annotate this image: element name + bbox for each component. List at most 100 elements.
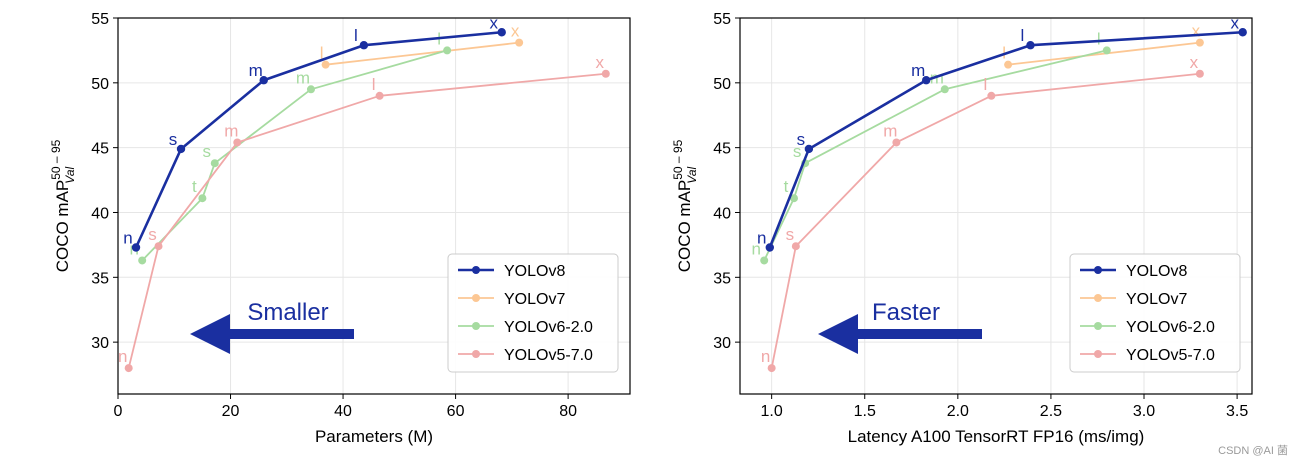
legend-swatch-marker — [472, 322, 480, 330]
point-label: x — [1230, 13, 1239, 32]
series-line-yolov6-2.0 — [141, 49, 448, 262]
point-label: m — [249, 61, 263, 80]
y-axis-label-sup: 50 – 95 — [671, 139, 685, 179]
y-tick-label: 45 — [91, 141, 109, 158]
data-point — [765, 243, 774, 252]
y-tick-label: 40 — [713, 205, 731, 222]
watermark-text: CSDN @AI 菌 — [1218, 445, 1288, 457]
x-tick-label: 1.5 — [854, 403, 876, 420]
data-point — [804, 144, 814, 154]
point-label: t — [784, 177, 789, 196]
data-point — [987, 91, 996, 100]
y-tick-label: 50 — [713, 76, 731, 93]
point-label: t — [192, 177, 197, 196]
point-label: l — [354, 26, 358, 45]
y-axis-label-sup: 50 – 95 — [49, 139, 63, 179]
point-label: s — [797, 130, 806, 149]
arrow-label: Faster — [872, 299, 940, 326]
point-label: l — [1021, 26, 1025, 45]
point-label: s — [148, 225, 157, 244]
x-tick-label: 2.0 — [947, 403, 969, 420]
point-label: s — [786, 225, 795, 244]
series-line-yolov7 — [325, 41, 520, 66]
data-point — [210, 159, 219, 168]
legend-entry: YOLOv8 — [504, 263, 565, 280]
point-label: s — [203, 142, 212, 161]
data-point — [306, 85, 315, 94]
chart-latency-vs-map: 1.0 1.5 2.0 2.5 3.0 3.5 30 35 40 45 50 55 Latency A1… — [671, 11, 1253, 446]
data-point — [1238, 28, 1247, 37]
data-point — [1102, 46, 1111, 55]
data-point — [789, 194, 798, 203]
legend-entry: YOLOv7 — [1126, 291, 1187, 308]
legend-entry: YOLOv8 — [1126, 263, 1187, 280]
data-point — [124, 364, 133, 373]
x-axis-label: Latency A100 TensorRT FP16 (ms/img) — [848, 427, 1145, 446]
legend-entry: YOLOv6-2.0 — [504, 319, 593, 336]
point-label: x — [1192, 22, 1201, 41]
x-tick-label: 60 — [447, 403, 465, 420]
direction-arrow — [818, 314, 982, 354]
data-point — [921, 76, 931, 85]
legend-entry: YOLOv5-7.0 — [504, 347, 593, 364]
y-tick-label: 50 — [91, 76, 109, 93]
direction-arrow — [190, 314, 354, 354]
x-tick-label: 40 — [334, 403, 352, 420]
data-point — [1195, 38, 1204, 47]
data-point — [154, 242, 163, 251]
y-tick-label: 35 — [91, 270, 109, 287]
point-label: m — [883, 121, 897, 140]
data-point — [198, 194, 207, 203]
data-point — [1026, 41, 1035, 50]
point-label: x — [489, 13, 498, 32]
point-label: l — [1097, 29, 1101, 48]
x-tick-label: 20 — [222, 403, 240, 420]
legend-entry: YOLOv6-2.0 — [1126, 319, 1215, 336]
y-axis-label-main: COCO mAP — [53, 180, 72, 273]
x-tick-label: 3.5 — [1226, 403, 1248, 420]
point-label: m — [296, 68, 310, 87]
legend-entry: YOLOv5-7.0 — [1126, 347, 1215, 364]
point-label: s — [793, 142, 802, 161]
legend-box — [447, 253, 619, 373]
data-point — [760, 256, 769, 265]
data-point — [233, 138, 242, 147]
x-tick-label: 0 — [114, 403, 123, 420]
point-label: n — [123, 228, 132, 247]
series-line-yolov7 — [1007, 41, 1200, 66]
plot-frame — [739, 17, 1253, 395]
data-point — [940, 85, 949, 94]
legend-swatch-marker — [1094, 294, 1102, 302]
legend-swatch-marker — [472, 350, 480, 358]
x-tick-label: 2.5 — [1040, 403, 1062, 420]
y-tick-label: 55 — [713, 11, 731, 28]
y-tick-label: 30 — [91, 335, 109, 352]
data-point — [1004, 60, 1013, 69]
data-point — [515, 38, 524, 47]
y-axis-label-sub: Val — [63, 166, 77, 183]
y-tick-label: 45 — [713, 141, 731, 158]
data-point — [131, 243, 141, 252]
data-point — [176, 144, 186, 154]
point-label: l — [983, 75, 987, 94]
plot-frame — [117, 17, 631, 395]
point-label: n — [751, 239, 760, 258]
point-label: n — [757, 228, 766, 247]
arrow-label: Smaller — [247, 299, 328, 326]
y-axis-label-sub: Val — [685, 166, 699, 183]
y-tick-label: 30 — [713, 335, 731, 352]
legend-swatch-marker — [1094, 322, 1102, 330]
x-axis-label: Parameters (M) — [315, 427, 433, 446]
legend-entry: YOLOv7 — [504, 291, 565, 308]
x-tick-label: 3.0 — [1133, 403, 1155, 420]
point-label: m — [224, 121, 238, 140]
point-label: l — [320, 44, 324, 63]
y-tick-label: 55 — [91, 11, 109, 28]
data-point — [259, 76, 268, 85]
y-axis-label-main: COCO mAP — [675, 180, 694, 273]
point-label: n — [118, 347, 127, 366]
data-point — [791, 242, 800, 251]
point-label: x — [1190, 53, 1199, 72]
legend-swatch-marker — [472, 294, 480, 302]
